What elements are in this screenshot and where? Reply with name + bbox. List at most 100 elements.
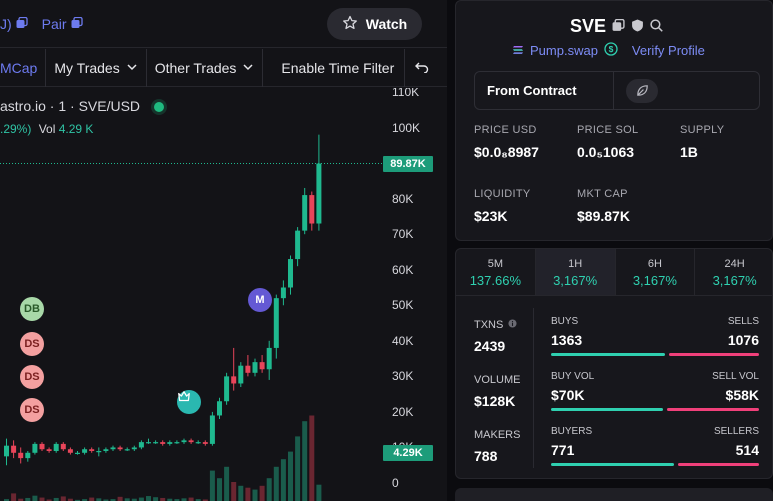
dex-name[interactable]: Pump.swap bbox=[530, 43, 598, 58]
other-trades-dropdown[interactable]: Other Trades bbox=[147, 48, 264, 87]
stat-supply: SUPPLY 1B bbox=[680, 124, 724, 160]
y-tick-label: 110K bbox=[392, 88, 420, 99]
trade-marker-db[interactable]: DB bbox=[20, 297, 44, 321]
volume-bar bbox=[67, 498, 73, 501]
verify-profile-link[interactable]: Verify Profile bbox=[631, 43, 705, 58]
trade-marker-ds[interactable]: DS bbox=[20, 398, 44, 422]
shield-icon[interactable] bbox=[631, 16, 644, 37]
candle-body bbox=[217, 401, 222, 416]
copy-icon[interactable] bbox=[71, 16, 83, 32]
volume-bar bbox=[117, 496, 123, 501]
candle-body bbox=[316, 163, 322, 224]
volume-bar bbox=[75, 499, 80, 501]
volume-bar bbox=[82, 499, 88, 501]
chart-legend-values: .29%) Vol 4.29 K bbox=[0, 122, 93, 136]
search-icon[interactable] bbox=[650, 16, 663, 37]
tab-24h[interactable]: 24H 3,167% bbox=[695, 249, 772, 295]
timeframe-change: 3,167% bbox=[632, 273, 677, 288]
volume-bar bbox=[288, 451, 293, 501]
candle-body bbox=[124, 449, 130, 451]
trade-marker-m[interactable]: M bbox=[248, 288, 272, 312]
undo-button[interactable] bbox=[404, 48, 439, 87]
volume-bar bbox=[89, 497, 95, 501]
trade-marker-ds[interactable]: DS bbox=[20, 365, 44, 389]
candle-body bbox=[75, 452, 80, 454]
time-filter-toggle[interactable]: Enable Time Filter bbox=[263, 49, 404, 87]
watch-label: Watch bbox=[365, 16, 408, 32]
price-chart[interactable]: astro.io · 1 · SVE/USD .29%) Vol 4.29 K … bbox=[0, 88, 447, 501]
volume-bar bbox=[110, 499, 116, 501]
volume-bar bbox=[46, 499, 52, 501]
volume-bar bbox=[11, 493, 17, 501]
my-trades-label: My Trades bbox=[54, 59, 120, 76]
chart-panel: J) Pair Watch MCap My Trades bbox=[0, 8, 447, 501]
volume-bar bbox=[146, 496, 151, 501]
pair-address-link[interactable]: Pair bbox=[42, 16, 83, 32]
volume-bar bbox=[39, 497, 45, 501]
tab-6h[interactable]: 6H 3,167% bbox=[616, 249, 696, 295]
token-address-link[interactable]: J) bbox=[0, 16, 28, 32]
tab-5m[interactable]: 5M 137.66% bbox=[456, 249, 536, 295]
buys-fill bbox=[551, 353, 666, 356]
volume-value: $128K bbox=[474, 393, 516, 409]
next-card bbox=[455, 488, 773, 501]
copy-icon[interactable] bbox=[16, 16, 28, 32]
volume-bar bbox=[309, 415, 315, 501]
copy-icon[interactable] bbox=[612, 16, 625, 37]
chevron-down-icon bbox=[126, 60, 138, 76]
tab-1h[interactable]: 1H 3,167% bbox=[535, 249, 616, 295]
y-tick-label: 40K bbox=[392, 333, 414, 348]
other-trades-label: Other Trades bbox=[154, 59, 237, 76]
timeframe-change: 3,167% bbox=[553, 273, 598, 288]
buys-value: 1363 bbox=[551, 332, 583, 348]
y-tick-label: 0 bbox=[392, 476, 399, 490]
bot-marker-icon[interactable] bbox=[177, 390, 201, 414]
market-open-icon bbox=[153, 102, 164, 113]
token-address-label: J) bbox=[0, 15, 12, 32]
timeframe-label: 24H bbox=[724, 258, 745, 270]
stat-market-cap: MKT CAP $89.87K bbox=[577, 188, 630, 224]
candle-body bbox=[53, 443, 59, 452]
volume-bar bbox=[266, 478, 272, 501]
candle-body bbox=[60, 443, 66, 450]
timeframe-tabs: 5M 137.66% 1H 3,167% 6H 3,167% 24H 3,167… bbox=[456, 249, 772, 296]
buy-sell-volume-split: BUY VOL SELL VOL $70K $58K bbox=[551, 371, 759, 411]
candle-body bbox=[25, 452, 31, 459]
candle-body bbox=[209, 415, 215, 444]
leaf-icon[interactable] bbox=[626, 78, 658, 103]
from-contract-button[interactable]: From Contract bbox=[475, 72, 614, 109]
y-tick-label: 60K bbox=[392, 262, 414, 277]
candle-body bbox=[160, 442, 166, 444]
stat-value: $0.0₈8987 bbox=[474, 144, 539, 160]
volume-bar bbox=[18, 498, 24, 501]
candle-body bbox=[67, 449, 73, 453]
candle-body bbox=[103, 449, 109, 452]
stat-value: 0.0₅1063 bbox=[577, 144, 635, 160]
volume-bar bbox=[188, 497, 194, 501]
my-trades-dropdown[interactable]: My Trades bbox=[46, 48, 147, 87]
svg-text:$: $ bbox=[609, 44, 614, 54]
trade-marker-ds[interactable]: DS bbox=[20, 332, 44, 356]
candle-body bbox=[110, 447, 116, 450]
buys-sells-split: BUYS SELLS 1363 1076 bbox=[551, 316, 759, 356]
candle-body bbox=[96, 451, 102, 453]
candle-body bbox=[302, 195, 308, 231]
mcap-toggle[interactable]: MCap bbox=[0, 48, 47, 87]
y-tick-label: 50K bbox=[392, 298, 414, 313]
volume-bar bbox=[280, 459, 286, 501]
candle-body bbox=[309, 195, 315, 224]
stats-divider bbox=[533, 308, 534, 468]
y-tick-label: 70K bbox=[392, 227, 414, 242]
watch-button[interactable]: Watch bbox=[327, 8, 422, 40]
candle-body bbox=[4, 445, 9, 457]
token-symbol: SVE bbox=[570, 16, 607, 36]
txns-stat: TXNS 2439 bbox=[474, 319, 517, 354]
buys-label: BUYS bbox=[551, 316, 579, 327]
info-icon[interactable] bbox=[508, 319, 517, 331]
candle-body bbox=[39, 443, 45, 450]
stat-label: LIQUIDITY bbox=[474, 188, 531, 200]
volume-bar bbox=[174, 499, 180, 501]
candlestick-chart bbox=[0, 134, 383, 501]
timeframe-change: 137.66% bbox=[469, 273, 522, 288]
candle-body bbox=[18, 452, 24, 459]
